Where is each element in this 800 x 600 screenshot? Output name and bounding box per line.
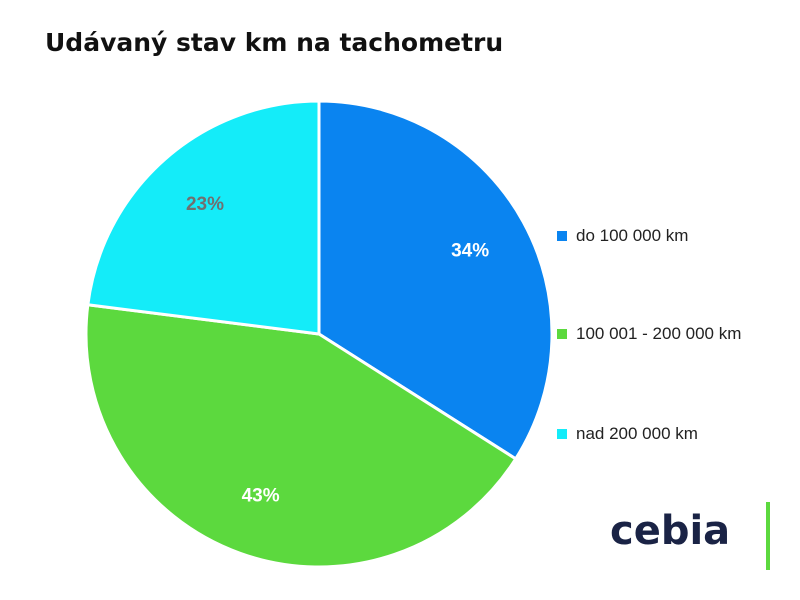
data-label-1: 43%	[242, 486, 280, 507]
chart-title: Udávaný stav km na tachometru	[45, 28, 504, 57]
data-label-2: 23%	[186, 194, 224, 215]
legend-item-2: nad 200 000 km	[557, 424, 698, 444]
legend-label-1: 100 001 - 200 000 km	[576, 324, 742, 343]
legend-swatch-1	[557, 329, 567, 339]
legend-label-2: nad 200 000 km	[576, 424, 698, 443]
logo-accent-bar	[766, 502, 770, 570]
logo-text: cebia	[610, 508, 731, 554]
legend-item-1: 100 001 - 200 000 km	[557, 324, 741, 344]
legend-swatch-0	[557, 231, 567, 241]
legend-item-0: do 100 000 km	[557, 226, 688, 246]
pie-slice-2	[86, 99, 321, 336]
chart-legend: do 100 000 km 100 001 - 200 000 km nad 2…	[557, 0, 797, 600]
data-label-0: 34%	[451, 240, 489, 261]
legend-swatch-2	[557, 429, 567, 439]
cebia-logo: cebia	[610, 502, 780, 572]
legend-label-0: do 100 000 km	[576, 226, 689, 245]
pie-slice-1	[84, 303, 518, 569]
